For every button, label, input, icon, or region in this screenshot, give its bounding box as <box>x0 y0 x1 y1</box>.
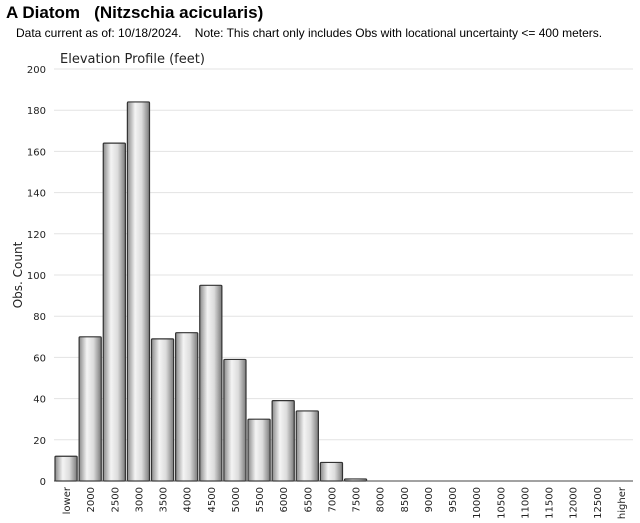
bar-6000 <box>271 400 295 482</box>
bar-3500 <box>150 338 175 482</box>
bar-5500 <box>247 418 271 482</box>
x-tick-label: 9500 <box>448 487 459 512</box>
x-tick-label: 6500 <box>303 487 314 512</box>
bar-7000 <box>319 461 344 482</box>
x-tick-label: higher <box>617 486 628 519</box>
bar-5000 <box>223 358 247 482</box>
x-tick-label: 4000 <box>183 487 194 512</box>
bar-4000 <box>175 332 199 482</box>
x-tick-label: 11500 <box>545 487 556 519</box>
data-note: Data current as of: 10/18/2024. Note: Th… <box>16 26 603 40</box>
y-tick-label: 120 <box>27 230 46 241</box>
y-tick-label: 60 <box>33 353 46 364</box>
x-tick-label: 8500 <box>400 487 411 512</box>
x-tick-label: lower <box>62 486 73 514</box>
bar-3000 <box>126 101 151 482</box>
page-title: A Diatom (Nitzschia acicularis) <box>6 3 264 22</box>
y-tick-label: 180 <box>27 106 46 117</box>
x-tick-label: 11000 <box>520 487 531 519</box>
x-tick-label: 4500 <box>207 487 218 512</box>
grid-lines <box>54 68 633 441</box>
chart-title: Elevation Profile (feet) <box>60 52 205 67</box>
bar-4500 <box>199 284 223 482</box>
y-tick-label: 140 <box>27 189 46 200</box>
x-tick-label: 12500 <box>593 487 604 519</box>
y-tick-label: 40 <box>33 395 46 406</box>
x-tick-label: 2000 <box>86 487 97 512</box>
x-axis-ticks: lower 2000 2500 3000 3500 4000 4500 5000 5500 600… <box>62 486 628 519</box>
y-axis-ticks: 0 20 40 60 80 100 120 140 160 180 200 <box>27 65 46 488</box>
y-axis-label: Obs. Count <box>11 241 25 308</box>
x-tick-label: 7000 <box>327 487 338 512</box>
x-tick-label: 3500 <box>159 487 170 512</box>
y-tick-label: 200 <box>27 65 46 76</box>
x-tick-label: 8000 <box>376 487 387 512</box>
y-tick-label: 160 <box>27 147 46 158</box>
x-tick-label: 5500 <box>255 487 266 512</box>
bar-6500 <box>295 410 319 482</box>
x-tick-label: 10500 <box>496 487 507 519</box>
x-tick-label: 10000 <box>472 487 483 519</box>
y-tick-label: 20 <box>33 436 46 447</box>
x-tick-label: 7500 <box>352 487 363 512</box>
x-tick-label: 3000 <box>134 487 145 512</box>
x-tick-label: 2500 <box>110 487 121 512</box>
x-tick-label: 12000 <box>569 487 580 519</box>
x-tick-label: 5000 <box>231 487 242 512</box>
bars <box>54 101 368 482</box>
bar-2000 <box>78 336 102 482</box>
y-tick-label: 80 <box>33 312 46 323</box>
y-tick-label: 0 <box>40 477 46 488</box>
y-tick-label: 100 <box>27 271 46 282</box>
x-tick-label: 9000 <box>424 487 435 512</box>
x-tick-label: 6000 <box>279 487 290 512</box>
bar-lower <box>54 455 78 482</box>
bar-2500 <box>102 142 126 482</box>
